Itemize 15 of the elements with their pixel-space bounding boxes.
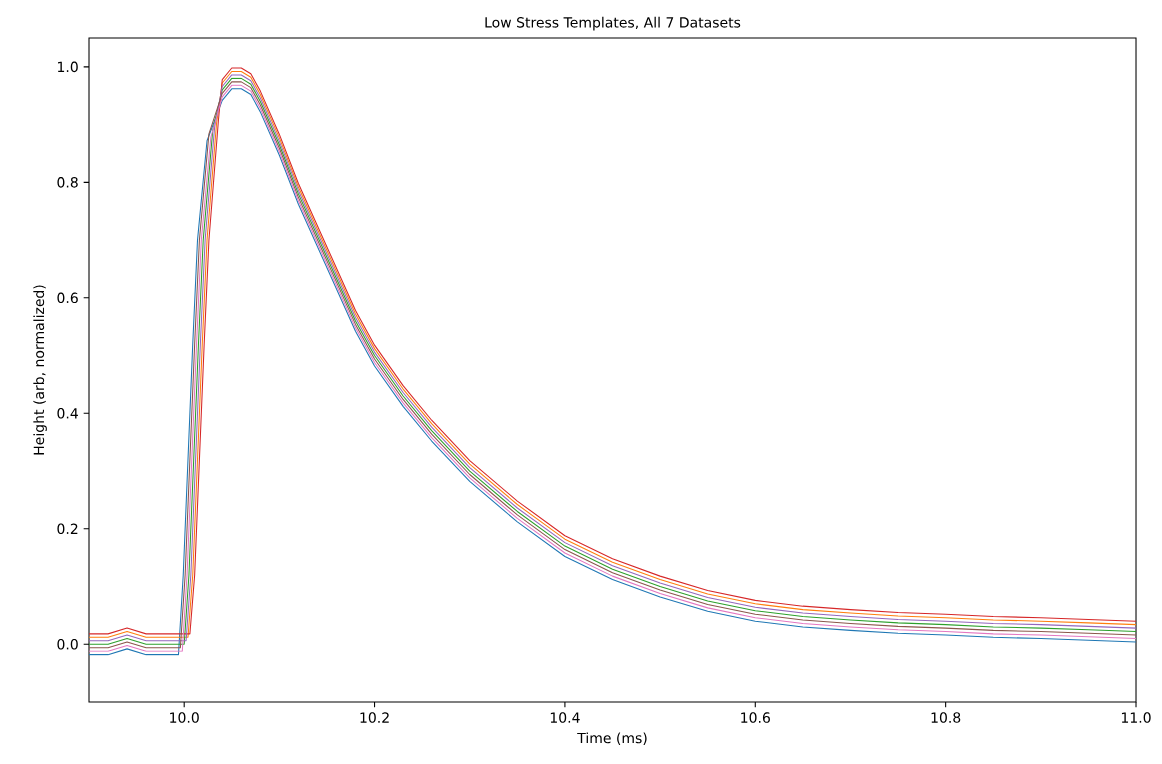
x-tick-label: 10.0 bbox=[170, 712, 199, 723]
x-tick-label: 10.6 bbox=[741, 712, 770, 723]
x-tick-label: 10.2 bbox=[360, 712, 389, 723]
x-tick-label: 10.8 bbox=[931, 712, 961, 723]
chart-title: Low Stress Templates, All 7 Datasets bbox=[485, 16, 741, 31]
y-tick-label: 0.6 bbox=[57, 292, 78, 304]
x-tick-label: 10.4 bbox=[550, 712, 580, 723]
x-axis-title: Time (ms) bbox=[577, 732, 647, 745]
y-tick-label: 0.0 bbox=[57, 638, 78, 650]
y-tick-label: 0.4 bbox=[57, 408, 78, 419]
y-tick-label: 0.2 bbox=[57, 523, 78, 535]
y-tick-label: 0.8 bbox=[57, 177, 78, 188]
y-tick-label: 1.0 bbox=[58, 61, 78, 73]
x-tick-label: 11.0 bbox=[1121, 712, 1151, 723]
y-axis-title: Height (arb, normalized) bbox=[33, 285, 47, 455]
